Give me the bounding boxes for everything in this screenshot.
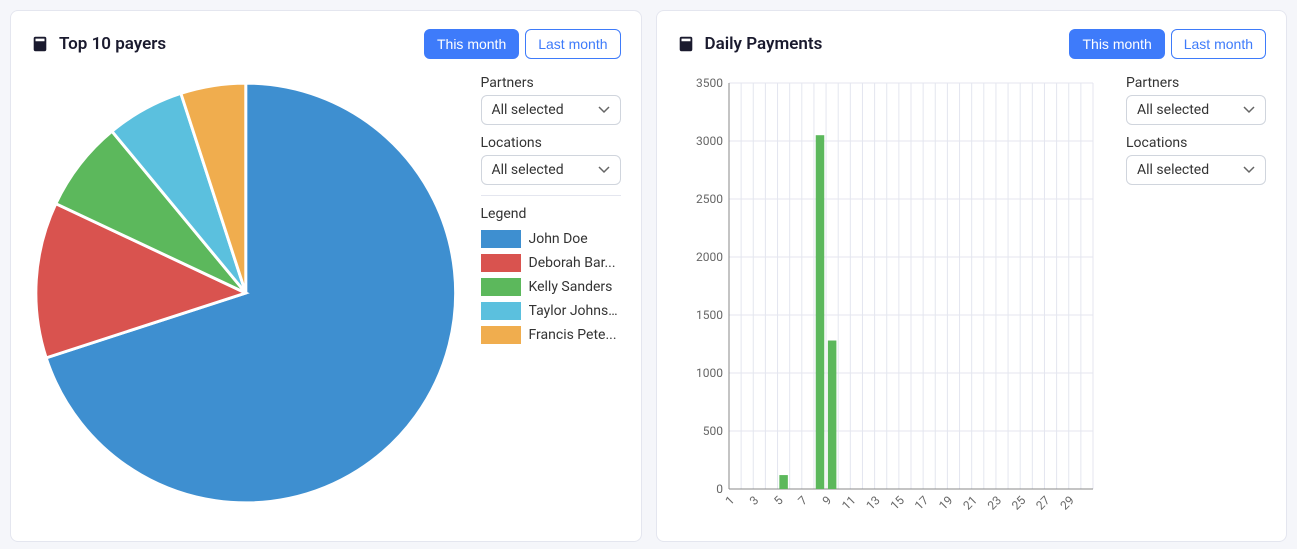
x-tick-label: 1 <box>723 493 738 508</box>
y-tick-label: 1000 <box>696 366 723 380</box>
chevron-down-icon <box>598 164 610 176</box>
card-top-payers: Top 10 payers This monthLast month Partner… <box>10 10 642 542</box>
calculator-icon <box>31 35 49 53</box>
legend-title: Legend <box>481 206 621 222</box>
filter-panel: Partners All selected Locations All selecte… <box>1126 73 1266 523</box>
legend-item[interactable]: Francis Pete... <box>481 326 621 344</box>
separator <box>481 195 621 196</box>
x-tick-label: 15 <box>888 493 908 513</box>
legend-item[interactable]: Taylor Johns... <box>481 302 621 320</box>
card-title: Daily Payments <box>677 34 823 54</box>
select-value: All selected <box>492 162 564 178</box>
y-tick-label: 2500 <box>696 192 723 206</box>
period-toggle: This monthLast month <box>1069 29 1266 59</box>
x-tick-label: 9 <box>820 493 835 508</box>
period-toggle: This monthLast month <box>424 29 621 59</box>
x-tick-label: 25 <box>1009 493 1029 513</box>
filter-label: Locations <box>481 135 621 151</box>
this-month-button[interactable]: This month <box>424 29 519 59</box>
partners-select[interactable]: All selected <box>481 95 621 125</box>
chevron-down-icon <box>1243 164 1255 176</box>
filter-label: Locations <box>1126 135 1266 151</box>
y-tick-label: 3500 <box>696 76 723 90</box>
legend-label: Francis Pete... <box>529 327 617 343</box>
chart-area: 0500100015002000250030003500135791113151… <box>677 73 1107 523</box>
legend-label: Deborah Bar... <box>529 255 616 271</box>
legend-label: Kelly Sanders <box>529 279 613 295</box>
card-daily-payments: Daily Payments This monthLast month 0 500 10… <box>656 10 1288 542</box>
partners-select[interactable]: All selected <box>1126 95 1266 125</box>
filter-panel: Partners All selected Locations All selecte… <box>481 73 621 513</box>
select-value: All selected <box>492 102 564 118</box>
legend-item[interactable]: Kelly Sanders <box>481 278 621 296</box>
x-tick-label: 21 <box>961 493 980 512</box>
x-tick-label: 29 <box>1058 493 1077 512</box>
card-title-text: Top 10 payers <box>59 34 166 54</box>
x-tick-label: 3 <box>747 493 762 508</box>
card-title: Top 10 payers <box>31 34 166 54</box>
x-tick-label: 23 <box>985 493 1004 512</box>
chevron-down-icon <box>1243 104 1255 116</box>
filter-label: Partners <box>481 75 621 91</box>
chart-area <box>31 73 461 513</box>
bar[interactable] <box>816 135 824 489</box>
last-month-button[interactable]: Last month <box>1171 29 1266 59</box>
bar[interactable] <box>780 475 788 489</box>
legend-swatch <box>481 302 521 320</box>
select-value: All selected <box>1137 162 1209 178</box>
legend-swatch <box>481 278 521 296</box>
x-tick-label: 11 <box>839 493 858 512</box>
locations-select[interactable]: All selected <box>1126 155 1266 185</box>
legend-swatch <box>481 326 521 344</box>
pie-chart <box>31 73 461 513</box>
select-value: All selected <box>1137 102 1209 118</box>
y-tick-label: 0 <box>717 482 724 496</box>
x-tick-label: 27 <box>1033 493 1053 513</box>
legend-label: Taylor Johns... <box>529 303 619 319</box>
x-tick-label: 17 <box>912 493 932 513</box>
y-tick-label: 500 <box>703 424 723 438</box>
chevron-down-icon <box>598 104 610 116</box>
locations-select[interactable]: All selected <box>481 155 621 185</box>
legend-label: John Doe <box>529 231 588 247</box>
filter-label: Partners <box>1126 75 1266 91</box>
x-tick-label: 7 <box>796 493 811 508</box>
calculator-icon <box>677 35 695 53</box>
legend-item[interactable]: Deborah Bar... <box>481 254 621 272</box>
x-tick-label: 13 <box>864 493 883 512</box>
x-tick-label: 19 <box>936 493 955 512</box>
y-tick-label: 1500 <box>696 308 723 322</box>
legend-swatch <box>481 254 521 272</box>
x-tick-label: 5 <box>771 493 786 508</box>
legend-item[interactable]: John Doe <box>481 230 621 248</box>
this-month-button[interactable]: This month <box>1069 29 1164 59</box>
y-tick-label: 2000 <box>696 250 723 264</box>
legend-swatch <box>481 230 521 248</box>
bar-chart: 0500100015002000250030003500135791113151… <box>681 73 1101 523</box>
last-month-button[interactable]: Last month <box>525 29 620 59</box>
y-tick-label: 3000 <box>696 134 723 148</box>
bar[interactable] <box>828 341 836 489</box>
card-title-text: Daily Payments <box>705 34 823 54</box>
